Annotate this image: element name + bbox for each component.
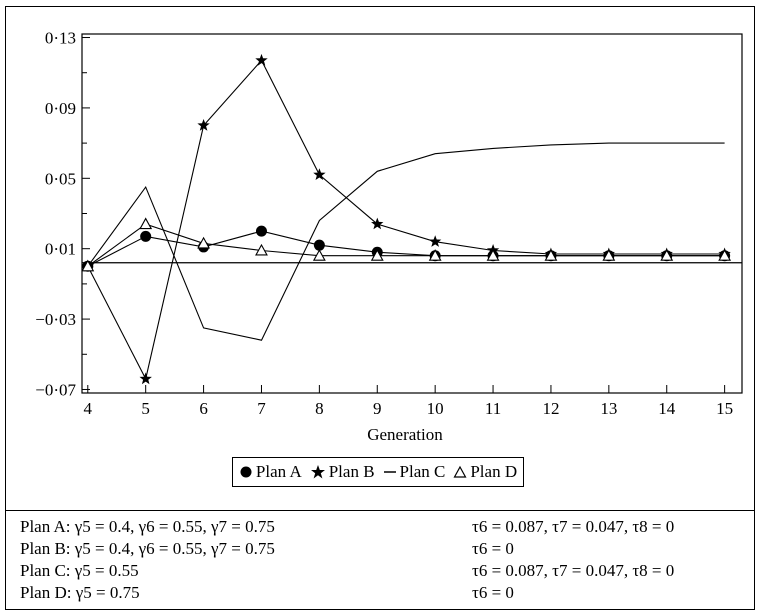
- x-tick-label: 5: [141, 399, 150, 418]
- plan-note-row: Plan A: γ5 = 0.4, γ6 = 0.55, γ7 = 0.75 τ…: [20, 516, 750, 538]
- figure-divider: [5, 510, 755, 511]
- plan-b-gamma-note: Plan B: γ5 = 0.4, γ6 = 0.55, γ7 = 0.75: [20, 539, 275, 558]
- legend-label: Plan A: [255, 462, 302, 481]
- data-point-plan-b: [313, 168, 326, 180]
- plan-notes: Plan A: γ5 = 0.4, γ6 = 0.55, γ7 = 0.75 τ…: [20, 516, 750, 604]
- legend-label: Plan D: [470, 462, 518, 481]
- data-point-plan-d: [486, 249, 500, 261]
- plot-area-border: [81, 33, 743, 394]
- legend-label: Plan C: [399, 462, 446, 481]
- y-tick-label: 0·09: [45, 99, 76, 118]
- legend-item-plan-c: Plan C: [383, 462, 446, 482]
- data-point-plan-d: [660, 249, 674, 261]
- plan-d-tau-note: τ6 = 0: [472, 583, 514, 602]
- data-point-plan-d: [197, 236, 211, 249]
- series-line-plan-c: [87, 142, 725, 341]
- y-tick-label: 0·05: [45, 169, 76, 188]
- plan-a-gamma-note: Plan A: γ5 = 0.4, γ6 = 0.55, γ7 = 0.75: [20, 517, 275, 536]
- legend-item-plan-b: Plan B: [310, 462, 375, 482]
- plan-note-row: Plan D: γ5 = 0.75 τ6 = 0: [20, 582, 750, 604]
- data-point-plan-d: [312, 249, 326, 261]
- x-tick-label: 14: [658, 399, 676, 418]
- figure-frame: [5, 6, 755, 610]
- line-chart: 0·13 0·09 0·05 0·01 −0·03 −0·07 4 5 6 7 8 9 10 11 12 13…: [35, 29, 743, 444]
- plan-note-row: Plan B: γ5 = 0.4, γ6 = 0.55, γ7 = 0.75 τ…: [20, 538, 750, 560]
- chart-axes: 0·13 0·09 0·05 0·01 −0·03 −0·07 4 5 6 7 8 9 10 11 12 13…: [35, 29, 743, 418]
- x-tick-label: 11: [485, 399, 501, 418]
- x-tick-label: 8: [315, 399, 324, 418]
- plan-b-tau-note: τ6 = 0: [472, 539, 514, 558]
- chart-legend: Plan A Plan B Plan C Plan D: [232, 457, 524, 487]
- data-point-plan-d: [370, 249, 384, 261]
- x-tick-label: 4: [84, 399, 93, 418]
- data-point-plan-b: [255, 53, 268, 66]
- star-marker-icon: [310, 465, 325, 479]
- x-tick-label: 15: [716, 399, 733, 418]
- data-point-plan-d: [139, 217, 153, 230]
- data-point-plan-a: [255, 225, 267, 237]
- x-tick-label: 6: [199, 399, 208, 418]
- x-tick-label: 7: [257, 399, 266, 418]
- series-line-plan-d: [87, 223, 725, 267]
- triangle-marker-icon: [453, 465, 467, 478]
- chart-series: [81, 53, 732, 385]
- data-point-plan-b: [139, 372, 152, 385]
- data-point-plan-d: [81, 259, 95, 272]
- data-point-plan-d: [718, 249, 732, 261]
- y-tick-label: −0·03: [35, 310, 76, 329]
- series-line-plan-b: [87, 59, 725, 381]
- y-tick-label: −0·07: [35, 380, 76, 399]
- legend-item-plan-d: Plan D: [453, 462, 517, 482]
- data-point-plan-d: [255, 243, 268, 256]
- circle-marker-icon: [240, 466, 252, 478]
- line-marker-icon: [383, 471, 396, 473]
- x-tick-label: 13: [600, 399, 617, 418]
- legend-item-plan-a: Plan A: [239, 462, 302, 482]
- x-tick-label: 10: [427, 399, 444, 418]
- data-point-plan-d: [602, 249, 616, 261]
- plan-a-tau-note: τ6 = 0.087, τ7 = 0.047, τ8 = 0: [472, 517, 675, 536]
- data-point-plan-a: [140, 230, 152, 242]
- x-axis-label: Generation: [367, 425, 443, 444]
- data-point-plan-b: [429, 235, 442, 247]
- data-point-plan-b: [197, 119, 210, 131]
- y-tick-label: 0·01: [45, 240, 76, 259]
- y-tick-label: 0·13: [45, 29, 76, 48]
- legend-label: Plan B: [328, 462, 375, 481]
- data-point-plan-d: [428, 249, 442, 261]
- plan-c-gamma-note: Plan C: γ5 = 0.55: [20, 561, 139, 580]
- x-tick-label: 9: [373, 399, 382, 418]
- data-point-plan-d: [544, 249, 558, 261]
- x-tick-label: 12: [542, 399, 559, 418]
- data-point-plan-b: [371, 217, 384, 230]
- plan-d-gamma-note: Plan D: γ5 = 0.75: [20, 583, 140, 602]
- data-point-plan-a: [313, 239, 325, 251]
- plan-c-tau-note: τ6 = 0.087, τ7 = 0.047, τ8 = 0: [472, 561, 675, 580]
- plan-note-row: Plan C: γ5 = 0.55 τ6 = 0.087, τ7 = 0.047…: [20, 560, 750, 582]
